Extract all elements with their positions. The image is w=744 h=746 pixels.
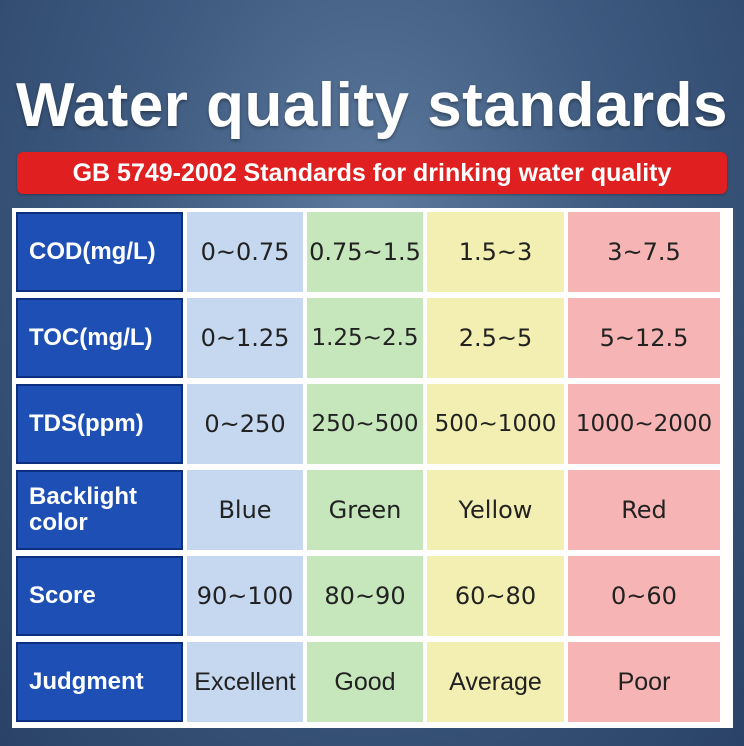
table-cell: 1.25~2.5	[307, 298, 423, 378]
table-cell: Excellent	[187, 642, 303, 722]
page-title: Water quality standards	[15, 71, 729, 140]
standards-table: COD(mg/L) 0~0.75 0.75~1.5 1.5~3 3~7.5 TO…	[12, 208, 733, 728]
table-cell: 1.5~3	[427, 212, 564, 292]
table-cell: 500~1000	[427, 384, 564, 464]
table-cell: Poor	[568, 642, 720, 722]
row-header-score: Score	[16, 556, 183, 636]
table-cell: 1000~2000	[568, 384, 720, 464]
table-cell: 250~500	[307, 384, 423, 464]
table-cell: 0.75~1.5	[307, 212, 423, 292]
table-cell: 5~12.5	[568, 298, 720, 378]
table-cell: 80~90	[307, 556, 423, 636]
row-header-backlight-color: Backlight color	[16, 470, 183, 550]
row-header-cod: COD(mg/L)	[16, 212, 183, 292]
table-cell: 90~100	[187, 556, 303, 636]
table-cell: Blue	[187, 470, 303, 550]
row-header-tds: TDS(ppm)	[16, 384, 183, 464]
table-cell: 0~0.75	[187, 212, 303, 292]
subtitle-banner: GB 5749-2002 Standards for drinking wate…	[17, 152, 727, 194]
table-cell: Yellow	[427, 470, 564, 550]
table-cell: 3~7.5	[568, 212, 720, 292]
table-cell: Good	[307, 642, 423, 722]
table-cell: 0~60	[568, 556, 720, 636]
table-cell: 0~250	[187, 384, 303, 464]
table-cell: Red	[568, 470, 720, 550]
table-cell: Average	[427, 642, 564, 722]
table-cell: 2.5~5	[427, 298, 564, 378]
row-header-judgment: Judgment	[16, 642, 183, 722]
table-cell: 0~1.25	[187, 298, 303, 378]
table-cell: Green	[307, 470, 423, 550]
standards-grid: COD(mg/L) 0~0.75 0.75~1.5 1.5~3 3~7.5 TO…	[16, 212, 720, 722]
row-header-toc: TOC(mg/L)	[16, 298, 183, 378]
table-cell: 60~80	[427, 556, 564, 636]
